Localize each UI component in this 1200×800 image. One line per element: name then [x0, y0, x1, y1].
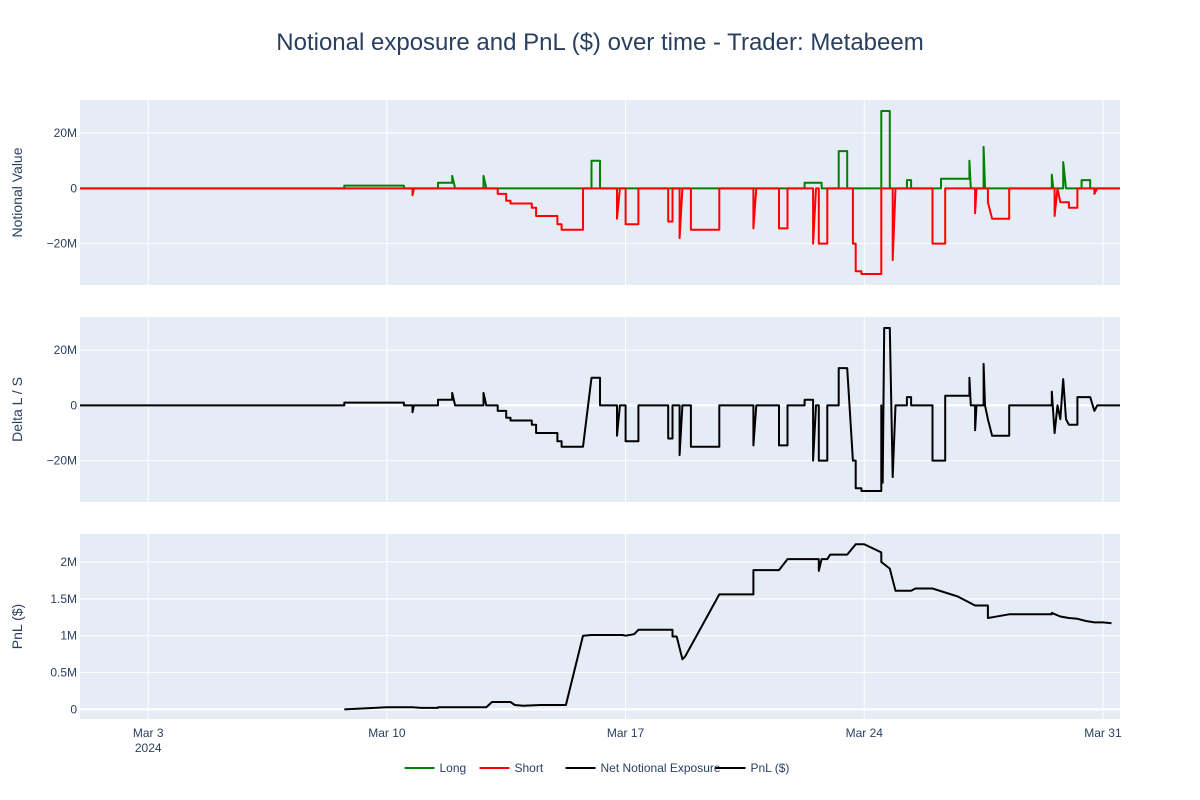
plot-area	[80, 100, 1120, 285]
legend-label: Long	[440, 761, 467, 775]
chart-panels: 20M 0 −20M Notional Value 20M 0 −20M Delta L / …	[9, 100, 1120, 719]
x-tick-sublabel: 2024	[135, 741, 162, 755]
y-tick-label: 1.5M	[50, 592, 77, 606]
y-tick-label: 0.5M	[50, 666, 77, 680]
y-tick-label: 0	[70, 398, 77, 412]
panel-3: 2M 1.5M 1M 0.5M 0 PnL ($)	[9, 534, 1120, 719]
series-line-long	[80, 110, 1120, 190]
panel-1: 20M 0 −20M Notional Value	[9, 100, 1120, 285]
y-axis-label: Notional Value	[9, 147, 25, 237]
series-line-net-notional-exposure	[80, 327, 1120, 492]
x-tick-label: Mar 24	[846, 726, 884, 740]
y-tick-label: −20M	[47, 237, 77, 251]
series-line-pnl	[344, 543, 1112, 711]
y-tick-label: 20M	[54, 343, 77, 357]
y-tick-label: 0	[70, 181, 77, 195]
y-tick-label: 2M	[60, 555, 77, 569]
legend-item[interactable]: Net Notional Exposure	[565, 761, 721, 775]
legend-item[interactable]: Short	[479, 761, 544, 775]
x-tick-label: Mar 17	[607, 726, 645, 740]
y-tick-label: −20M	[47, 454, 77, 468]
series-line-short	[80, 187, 1120, 275]
y-tick-label: 20M	[54, 126, 77, 140]
plot-area	[80, 317, 1120, 502]
y-tick-label: 0	[70, 702, 77, 716]
legend-label: PnL ($)	[751, 761, 790, 775]
x-tick-label: Mar 3	[133, 726, 164, 740]
x-tick-label: Mar 10	[368, 726, 406, 740]
legend-item[interactable]: Long	[404, 761, 467, 775]
chart-title: Notional exposure and PnL ($) over time …	[276, 29, 923, 56]
plot-area	[80, 534, 1120, 719]
legend-item[interactable]: PnL ($)	[715, 761, 790, 775]
legend-label: Short	[515, 761, 544, 775]
y-axis-label: Delta L / S	[9, 377, 25, 442]
y-tick-label: 1M	[60, 629, 77, 643]
chart-legend: Long Short Net Notional Exposure PnL ($)	[404, 761, 790, 775]
x-tick-label: Mar 31	[1084, 726, 1122, 740]
panel-2: 20M 0 −20M Delta L / S	[9, 317, 1120, 502]
legend-label: Net Notional Exposure	[601, 761, 721, 775]
y-axis-label: PnL ($)	[9, 604, 25, 649]
